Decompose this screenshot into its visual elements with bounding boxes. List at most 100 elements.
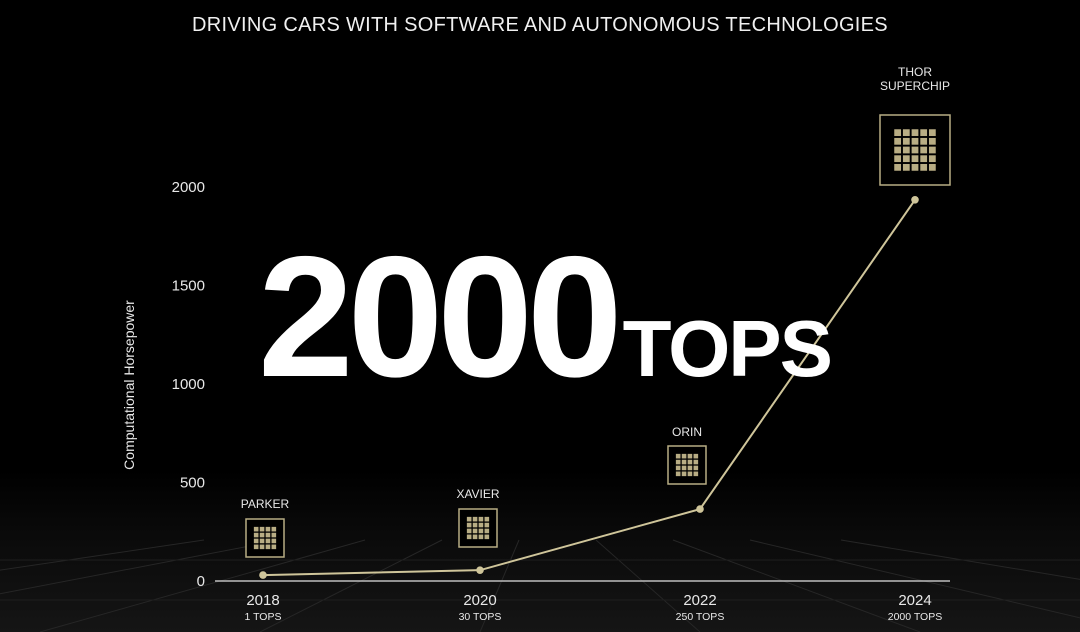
- headline-unit: TOPS: [622, 304, 833, 393]
- chip-cell: [687, 465, 693, 471]
- chip-cell: [478, 516, 484, 522]
- chip-label: ORIN: [672, 425, 702, 439]
- chip-cell: [894, 155, 902, 163]
- chip-cell: [693, 465, 699, 471]
- headline-number: 2000: [258, 221, 623, 413]
- chip-cell: [271, 544, 277, 550]
- chip-cell: [902, 129, 910, 137]
- x-tick-sublabel: 2000 TOPS: [888, 611, 942, 623]
- chip-cell: [484, 528, 490, 534]
- x-tick-label: 2022: [683, 592, 716, 609]
- chip-cell: [675, 471, 681, 477]
- data-point: [911, 196, 919, 204]
- chip-cell: [681, 471, 687, 477]
- perspective-floor: [0, 470, 1080, 632]
- chip-label: XAVIER: [456, 487, 499, 501]
- chip-cell: [466, 522, 472, 528]
- chip-cell: [911, 129, 919, 137]
- chip-cell: [466, 516, 472, 522]
- floor-grid-line: [0, 539, 205, 571]
- floor-grid-line: [259, 539, 443, 632]
- chip-cell: [894, 146, 902, 154]
- chip-cell: [920, 129, 928, 137]
- chip-cell: [902, 137, 910, 145]
- chip-cell: [928, 137, 936, 145]
- floor-grid-line: [595, 539, 701, 632]
- floor-grid-line: [0, 539, 282, 595]
- chip-cell: [911, 146, 919, 154]
- x-tick-label: 2024: [898, 592, 931, 609]
- chip-cell: [920, 155, 928, 163]
- x-tick-sublabel: 30 TOPS: [459, 611, 502, 623]
- chip-cell: [911, 163, 919, 171]
- chip-icon: [667, 445, 707, 485]
- headline-2000-tops: 2000TOPS: [258, 231, 918, 403]
- chip-cell: [687, 453, 693, 459]
- x-tick-sublabel: 1 TOPS: [245, 611, 282, 623]
- y-tick-label: 500: [180, 475, 205, 492]
- chip-cell: [484, 522, 490, 528]
- chip-cell: [478, 534, 484, 540]
- chip-cell: [253, 538, 259, 544]
- chip-cell: [472, 522, 478, 528]
- chip-cell: [675, 459, 681, 465]
- chip-cell: [687, 459, 693, 465]
- chip-cell: [472, 534, 478, 540]
- chip-cell: [271, 538, 277, 544]
- chip-frame: [667, 445, 707, 485]
- data-point: [696, 505, 704, 513]
- chip-cell: [681, 453, 687, 459]
- chip-cell: [259, 532, 265, 538]
- chip-frame: [245, 518, 285, 558]
- chip-cell: [911, 155, 919, 163]
- y-tick-label: 1500: [172, 278, 205, 295]
- x-tick-label: 2020: [463, 592, 496, 609]
- chip-cell: [478, 522, 484, 528]
- chip-cell: [928, 155, 936, 163]
- chip-cell: [478, 528, 484, 534]
- chip-cell: [253, 526, 259, 532]
- chip-cell: [675, 453, 681, 459]
- chip-cell: [894, 129, 902, 137]
- chip-cell: [681, 465, 687, 471]
- chip-cell: [920, 146, 928, 154]
- chip-cell: [902, 146, 910, 154]
- chip-cell: [687, 471, 693, 477]
- chip-cell: [902, 163, 910, 171]
- chip-cell: [928, 163, 936, 171]
- chip-icon: [458, 508, 498, 548]
- chip-cell: [259, 538, 265, 544]
- floor-grid-line: [840, 539, 1080, 580]
- floor-grid-line: [39, 539, 366, 632]
- chip-cell: [681, 459, 687, 465]
- chip-cell: [675, 465, 681, 471]
- data-point: [259, 571, 267, 579]
- chip-label: PARKER: [241, 497, 290, 511]
- chip-cell: [693, 453, 699, 459]
- chip-cell: [265, 544, 271, 550]
- chip-label: THOR: [898, 65, 932, 79]
- chip-cell: [271, 532, 277, 538]
- chip-cell: [271, 526, 277, 532]
- slide-title: DRIVING CARS WITH SOFTWARE AND AUTONOMOU…: [192, 14, 888, 36]
- chip-cell: [693, 459, 699, 465]
- chip-cell: [472, 528, 478, 534]
- chip-cell: [920, 137, 928, 145]
- chip-cell: [928, 129, 936, 137]
- chip-cell: [265, 526, 271, 532]
- floor-grid-line: [749, 539, 1080, 619]
- chip-cell: [265, 538, 271, 544]
- y-tick-label: 2000: [172, 179, 205, 196]
- series-line: [262, 199, 916, 577]
- chip-cell: [920, 163, 928, 171]
- chip-cell: [894, 163, 902, 171]
- chip-cell: [466, 534, 472, 540]
- x-tick-sublabel: 250 TOPS: [676, 611, 725, 623]
- y-tick-label: 1000: [172, 376, 205, 393]
- chip-cell: [894, 137, 902, 145]
- chip-cell: [259, 544, 265, 550]
- chip-cell: [472, 516, 478, 522]
- chip-cell: [484, 516, 490, 522]
